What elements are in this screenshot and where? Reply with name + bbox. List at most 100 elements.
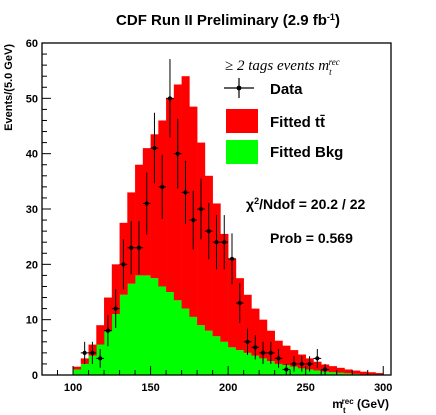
data-point-marker — [144, 201, 149, 206]
data-point-marker — [129, 245, 134, 250]
x-axis-label-unit: (GeV) — [354, 397, 389, 411]
data-point-marker — [191, 217, 196, 223]
legend: ≥ 2 tags events mtrec Data Fitted tt̄ Fi… — [224, 57, 343, 164]
data-point-marker — [284, 367, 289, 372]
data-point — [150, 112, 159, 184]
bkg-bar — [142, 275, 151, 375]
ttbar-bar — [96, 325, 105, 345]
data-point-marker — [307, 361, 312, 367]
data-point — [127, 221, 136, 275]
data-point — [197, 178, 205, 240]
ttbar-bar — [259, 319, 268, 359]
bkg-bar — [189, 316, 198, 375]
bkg-bar — [150, 278, 159, 375]
bkg-bar — [274, 363, 283, 375]
data-point-marker — [206, 229, 211, 234]
bkg-bar — [313, 370, 322, 375]
ttbar-bar — [375, 373, 384, 375]
ttbar-bar — [212, 203, 221, 337]
ttbar-bar — [220, 233, 229, 342]
chi2-prefix: χ — [246, 196, 254, 212]
ttbar-bar — [336, 367, 345, 373]
bkg-bar — [212, 336, 221, 375]
bkg-bar — [328, 372, 338, 375]
x-tick-label: 150 — [141, 382, 159, 394]
legend-ttbar-label: Fitted tt̄ — [270, 114, 325, 131]
data-point — [80, 341, 89, 364]
bkg-bar — [204, 330, 213, 375]
data-point — [243, 328, 252, 356]
data-point — [166, 59, 174, 138]
bkg-bars — [73, 275, 384, 375]
y-tick-label: 30 — [26, 204, 38, 216]
bkg-bar — [181, 308, 190, 375]
data-point — [212, 215, 221, 270]
y-tick-label: 40 — [26, 149, 38, 161]
data-point — [119, 239, 128, 290]
legend-entry-data: Data — [224, 78, 303, 98]
y-tick-label: 0 — [32, 370, 38, 382]
legend-header: ≥ 2 tags events mtrec — [225, 57, 340, 77]
chi2-annotation: χ2/Ndof = 20.2 / 22 — [246, 196, 366, 212]
chart-title: CDF Run II Preliminary (2.9 fb-1) — [116, 12, 340, 29]
ttbar-bar — [111, 264, 120, 315]
ttbar-bar — [359, 371, 369, 375]
x-axis-label: mtrec (GeV) — [332, 397, 389, 415]
y-axis-label: Events/(5.0 GeV) — [3, 44, 15, 131]
data-point-marker — [198, 206, 204, 212]
plot-area: 0 10 20 30 40 50 60 100 150 200 250 300 — [26, 38, 393, 394]
data-point — [290, 356, 298, 372]
chi2-sup: 2 — [254, 196, 259, 206]
data-point — [259, 341, 267, 364]
ttbar-bar — [328, 366, 338, 373]
data-point-marker — [121, 262, 126, 267]
data-point — [313, 348, 322, 368]
ttbar-bar — [135, 164, 144, 276]
data-point-marker — [245, 339, 250, 344]
legend-header-sup: rec — [329, 57, 340, 67]
data-point — [96, 348, 105, 368]
legend-header-sub: t — [329, 67, 332, 77]
bkg-bar — [235, 350, 244, 375]
bkg-bar — [228, 347, 237, 375]
data-point-marker — [90, 350, 95, 355]
data-points — [80, 59, 329, 375]
data-point-marker — [276, 356, 281, 361]
bkg-bar — [135, 275, 144, 375]
ttbar-bar — [344, 369, 353, 374]
data-point — [189, 190, 198, 250]
chi2-value: /Ndof = 20.2 / 22 — [259, 196, 365, 212]
ttbar-bar — [73, 366, 82, 370]
data-point-marker — [322, 367, 328, 372]
bkg-bar — [220, 341, 229, 375]
data-point-marker — [268, 350, 273, 355]
data-point-marker — [260, 350, 266, 355]
legend-ttbar-swatch — [226, 109, 258, 133]
x-tick-label: 100 — [64, 382, 82, 394]
ttbar-bar — [166, 98, 175, 292]
legend-entry-bkg: Fitted Bkg — [226, 140, 343, 164]
bkg-bar — [166, 292, 175, 375]
bkg-bar — [111, 314, 120, 375]
x-axis-label-sup: rec — [342, 397, 355, 406]
bkg-bar — [305, 369, 314, 375]
x-tick-label: 250 — [297, 382, 315, 394]
bkg-bar — [266, 361, 275, 375]
bkg-bar — [127, 283, 136, 375]
chart-title-main: CDF Run II Preliminary (2.9 fb — [116, 12, 327, 29]
data-point — [321, 363, 329, 375]
data-point-marker — [105, 328, 111, 333]
data-point — [282, 363, 291, 375]
y-tick-label: 60 — [26, 38, 38, 50]
data-point — [158, 154, 167, 219]
bkg-bar — [80, 363, 89, 375]
data-point-marker — [229, 256, 235, 261]
ttbar-bar — [173, 84, 182, 301]
data-point-marker — [136, 245, 142, 250]
x-axis-label-sub: t — [343, 406, 346, 415]
ttbar-bar — [243, 294, 252, 353]
legend-bkg-swatch — [226, 140, 258, 164]
data-point-marker — [253, 345, 258, 350]
data-point-marker — [237, 300, 242, 306]
data-point — [135, 221, 143, 275]
